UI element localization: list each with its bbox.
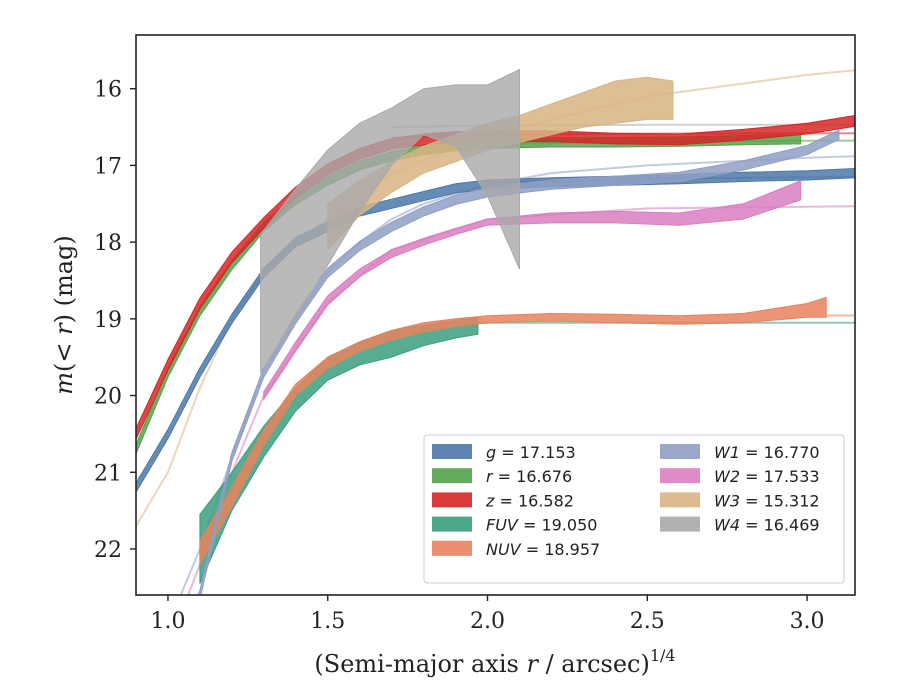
x-tick-label: 3.0 [790,609,825,634]
y-tick-label: 16 [94,78,122,103]
x-tick-label: 1.5 [310,609,345,634]
y-tick-label: 20 [94,385,122,410]
legend-swatch-W1 [660,444,700,459]
y-axis-title-var: m [50,372,78,395]
legend-label-W2: W2 = 17.533 [714,467,820,486]
legend-label-NUV: NUV = 18.957 [486,540,600,559]
plot-area [136,68,855,595]
legend-swatch-r [432,468,472,484]
y-axis-title-unit: (mag) [50,235,78,314]
y-tick-label: 18 [94,231,122,256]
profile-band-W1 [197,129,840,595]
x-tick-label: 2.5 [630,609,665,634]
x-axis: 1.0 1.5 2.0 2.5 3.0 [150,595,825,634]
legend-label-FUV: FUV = 19.050 [486,516,597,535]
y-axis-title-inner: (< [50,335,78,372]
y-axis-title-inner-var: r [50,322,78,335]
y-axis-title: m(< r) (mag) [50,235,78,395]
y-tick-label: 22 [94,538,122,563]
x-axis-title-prefix: (Semi-major axis [314,650,526,678]
legend-label-z: z = 16.582 [485,491,574,510]
y-axis-title-close: ) [50,314,78,323]
legend-label-W1: W1 = 16.770 [714,443,820,462]
x-tick-label: 1.0 [150,609,185,634]
legend-label-g: g = 17.153 [486,443,576,462]
model-line-W1 [179,155,855,595]
legend: g = 17.153 r = 16.676 z = 16.582 FUV = 19.0… [423,434,845,584]
x-axis-title-suffix: / arcsec) [538,650,650,678]
plot-frame [135,34,856,596]
legend-label-W4: W4 = 16.469 [714,516,820,535]
x-axis-title-var: r [526,650,539,678]
legend-label-r: r = 16.676 [486,467,572,486]
legend-label-W3: W3 = 15.312 [714,491,820,510]
profile-band-NUV [199,296,827,567]
profile-band-W4 [260,68,520,375]
y-tick-label: 17 [94,154,122,179]
y-tick-label: 21 [94,461,122,486]
legend-swatch-g [432,444,472,459]
profile-band-W2 [263,180,802,402]
legend-items: g = 17.153 r = 16.676 z = 16.582 FUV = 19.0… [432,443,820,559]
legend-swatch-z [432,492,472,508]
legend-swatch-W3 [660,492,700,508]
legend-swatch-W4 [660,516,700,532]
x-axis-title: (Semi-major axis r / arcsec)1/4 [314,646,675,678]
y-tick-label: 19 [94,308,122,333]
legend-swatch-NUV [432,540,472,556]
legend-swatch-FUV [432,516,472,532]
y-axis: 16 17 18 19 20 21 22 [94,78,136,563]
x-axis-title-exponent: 1/4 [650,646,676,665]
x-tick-label: 2.0 [470,609,505,634]
legend-swatch-W2 [660,468,700,484]
legend-box [423,434,845,584]
